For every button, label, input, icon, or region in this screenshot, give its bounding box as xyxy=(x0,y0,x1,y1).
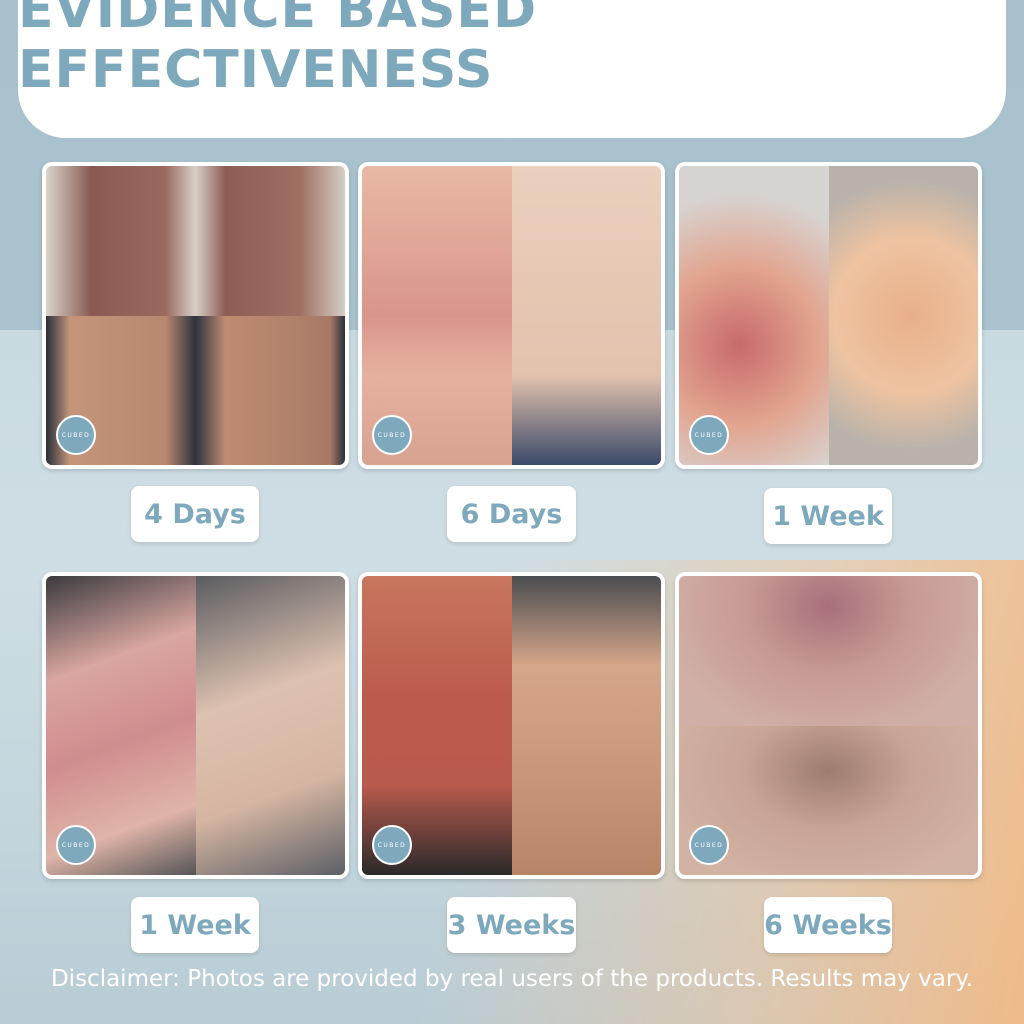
duration-label: 6 Days xyxy=(447,486,576,542)
disclaimer: Disclaimer: Photos are provided by real … xyxy=(50,966,974,992)
cubed-logo-badge: CUBED xyxy=(372,825,412,865)
title-banner: EVIDENCE BASED EFFECTIVENESS xyxy=(18,0,1006,138)
cubed-logo-badge: CUBED xyxy=(689,415,729,455)
duration-label: 3 Weeks xyxy=(447,897,576,953)
duration-label: 1 Week xyxy=(764,488,892,544)
page-title: EVIDENCE BASED EFFECTIVENESS xyxy=(18,0,538,100)
result-photo-3: CUBED xyxy=(675,162,982,469)
result-photo-5: CUBED xyxy=(358,572,665,879)
duration-label: 1 Week xyxy=(131,897,259,953)
cubed-logo-badge: CUBED xyxy=(689,825,729,865)
duration-label: 6 Weeks xyxy=(764,897,892,953)
cubed-logo-badge: CUBED xyxy=(56,825,96,865)
result-photo-1: CUBED xyxy=(42,162,349,469)
cubed-logo-badge: CUBED xyxy=(372,415,412,455)
result-photo-4: CUBED xyxy=(42,572,349,879)
cubed-logo-badge: CUBED xyxy=(56,415,96,455)
duration-label: 4 Days xyxy=(131,486,259,542)
result-photo-6: CUBED xyxy=(675,572,982,879)
result-photo-2: CUBED xyxy=(358,162,665,469)
